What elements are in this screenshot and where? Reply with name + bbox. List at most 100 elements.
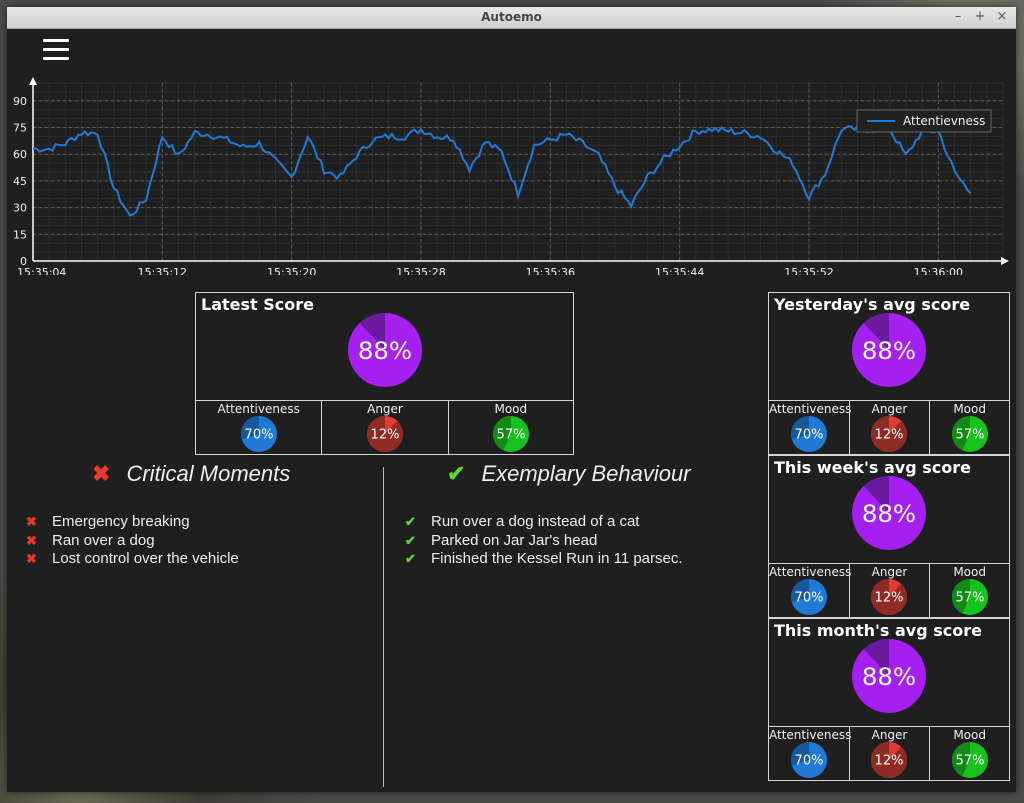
attentiveness-series-line [32,124,972,217]
sub-score-attentiveness: Attentiveness 70% [768,400,852,455]
x-tick-label: 15:35:20 [267,266,316,275]
panel-title: Yesterday's avg score [774,295,971,314]
sub-score-label: Mood [953,728,986,742]
title-bar[interactable]: Autoemo – + × [7,7,1016,29]
latest-score-panel: Latest Score 88% Attentiveness 70% Anger 12%… [195,292,574,455]
close-button[interactable]: × [996,9,1008,24]
y-tick-label: 30 [13,202,27,215]
panel-title: This week's avg score [774,458,971,477]
sub-score-label: Attentiveness [769,728,852,742]
sub-score-label: Mood [953,402,986,416]
attentiveness-chart: 0 15 30 45 60 75 90 15:35:04 15:35:12 15:35:20 15… [13,77,1009,275]
sub-score-pie: 57% [951,742,988,778]
panel-title: Latest Score [201,295,314,314]
sub-score-attentiveness: Attentiveness 70% [195,400,323,455]
y-tick-label: 90 [13,95,27,108]
score-value-label: 70% [794,428,823,443]
sub-score-pie: 70% [240,416,277,452]
score-value-label: 57% [955,428,984,443]
panel-title: This month's avg score [774,621,982,640]
overall-score-pie: 88% [852,313,926,387]
sub-score-label: Attentiveness [769,402,852,416]
check-icon: ✔ [405,532,416,548]
score-value-label: 88% [862,662,916,691]
x-tick-label: 15:35:28 [396,266,445,275]
list-item: ✔ Run over a dog instead of a cat [405,513,683,532]
overall-score-pie: 88% [347,313,422,387]
overall-score-pie: 88% [852,639,926,713]
list-item: ✔ Parked on Jar Jar's head [405,532,683,551]
sub-score-pie: 12% [871,742,908,778]
sub-score-attentiveness: Attentiveness 70% [768,726,852,781]
minimize-button[interactable]: – [954,9,962,24]
sub-score-row: Attentiveness 70% Anger 12% Mood 57% [768,563,1010,618]
sub-score-pie: 12% [871,416,908,452]
list-item-text: Lost control over the vehicle [52,550,239,567]
list-item-text: Ran over a dog [52,531,155,549]
sub-score-pie: 57% [492,416,529,452]
sub-score-row: Attentiveness 70% Anger 12% Mood 57% [768,400,1010,455]
y-tick-label: 15 [13,228,27,241]
sub-score-pie: 70% [790,579,827,615]
score-value-label: 70% [244,428,273,443]
check-icon: ✔ [405,514,416,529]
list-item-text: Finished the Kessel Run in 11 parsec. [431,550,683,567]
x-tick-label: 15:35:52 [784,266,833,275]
list-item-text: Run over a dog instead of a cat [431,513,640,530]
sub-score-mood: Mood 57% [929,726,1010,781]
window-title: Autoemo [481,10,542,24]
sub-score-label: Attentiveness [217,402,300,416]
month-score-panel: This month's avg score 88% Attentiveness 7… [768,618,1010,781]
sub-score-row: Attentiveness 70% Anger 12% Mood 57% [768,726,1010,781]
sub-score-pie: 70% [790,742,827,778]
sub-score-label: Mood [953,565,986,579]
client-area: 0 15 30 45 60 75 90 15:35:04 15:35:12 15:35:20 15… [7,29,1016,792]
score-value-label: 12% [875,754,904,769]
cross-icon: ✖ [26,532,37,548]
score-value-label: 70% [794,591,823,606]
sub-score-pie: 57% [951,579,988,615]
list-item: ✖ Ran over a dog [26,532,239,551]
exemplary-behaviour-list: ✔ Run over a dog instead of a cat ✔ Parked … [405,513,683,569]
list-item-text: Emergency breaking [52,513,190,530]
sub-score-anger: Anger 12% [848,726,931,781]
exemplary-behaviour-title: Exemplary Behaviour [481,461,691,486]
score-value-label: 57% [955,754,984,769]
sub-score-pie: 12% [871,579,908,615]
exemplary-behaviour-heading: ✔ Exemplary Behaviour [447,461,691,487]
sub-score-label: Attentiveness [769,565,852,579]
y-tick-label: 45 [13,175,27,188]
sub-score-row: Attentiveness 70% Anger 12% Mood 57% [195,400,574,455]
chart-legend: Attentievness [856,109,992,133]
score-value-label: 70% [794,754,823,769]
score-value-label: 12% [875,428,904,443]
sub-score-label: Anger [871,402,908,416]
sub-score-anger: Anger 12% [848,400,931,455]
critical-moments-heading: ✖ Critical Moments [92,461,290,487]
maximize-button[interactable]: + [974,9,986,24]
score-value-label: 88% [862,499,916,528]
y-tick-label: 75 [13,122,27,135]
score-value-label: 57% [955,591,984,606]
score-value-label: 88% [862,336,916,365]
list-item: ✔ Finished the Kessel Run in 11 parsec. [405,550,683,569]
sub-score-label: Anger [871,728,908,742]
list-item-text: Parked on Jar Jar's head [431,531,598,549]
sub-score-pie: 12% [366,416,403,452]
yesterday-score-panel: Yesterday's avg score 88% Attentiveness 70… [768,292,1010,455]
x-tick-label: 15:35:36 [526,266,575,275]
sub-score-label: Anger [367,402,403,416]
sub-score-mood: Mood 57% [929,563,1010,618]
score-value-label: 88% [357,336,411,365]
check-icon: ✔ [447,461,466,486]
cross-icon: ✖ [26,551,37,566]
check-icon: ✔ [405,551,416,566]
sub-score-anger: Anger 12% [321,400,449,455]
list-item: ✖ Lost control over the vehicle [26,550,239,569]
score-value-label: 57% [496,428,525,443]
sub-score-anger: Anger 12% [848,563,931,618]
cross-icon: ✖ [26,514,37,529]
x-tick-label: 15:35:04 [17,266,66,275]
hamburger-menu-icon[interactable] [43,39,69,63]
x-tick-label: 15:36:00 [914,266,963,275]
